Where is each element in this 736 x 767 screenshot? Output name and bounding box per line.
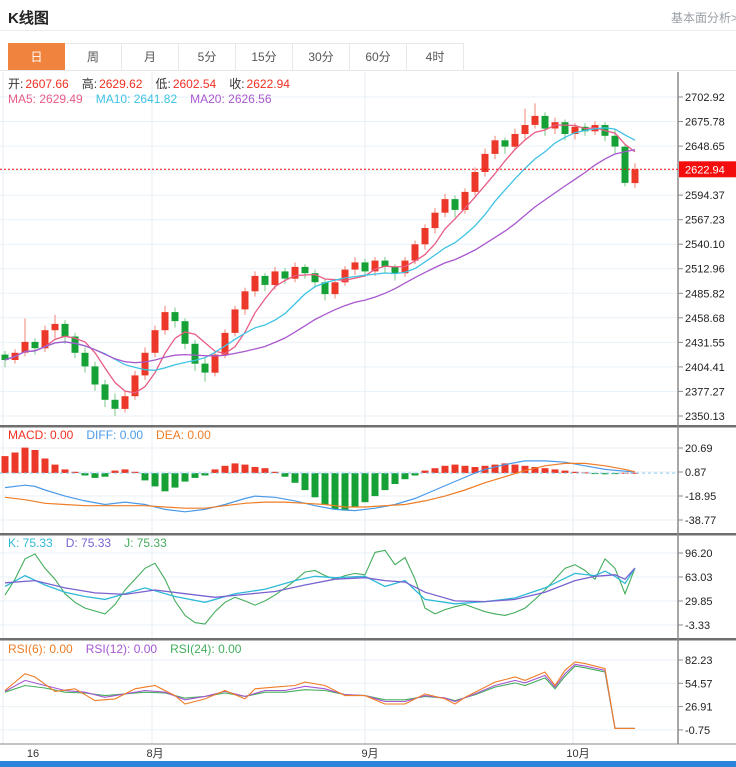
price-axis: 2702.92 2675.78 2648.65 2594.37 2567.23 2540.… <box>678 92 725 423</box>
rsi-legend: RSI(6): 0.00 RSI(12): 0.00 RSI(24): 0.00 <box>8 642 254 656</box>
svg-text:20.69: 20.69 <box>685 443 713 455</box>
svg-text:63.03: 63.03 <box>685 572 713 584</box>
legend-rsi-item: RSI(24): 0.00 <box>170 642 242 656</box>
tab-month[interactable]: 月 <box>122 43 179 71</box>
period-tabbar: 日周月 5分 15分 30分 60分 4时 <box>8 43 464 71</box>
macd-legend: MACD: 0.00 DIFF: 0.00 DEA: 0.00 <box>8 428 224 442</box>
rsi-axis: 82.23 54.57 26.91 -0.75 <box>678 655 713 737</box>
svg-text:2622.94: 2622.94 <box>685 164 725 176</box>
ohlc-label: 低: <box>155 77 171 91</box>
legend-macd-item: MACD: 0.00 <box>8 428 74 442</box>
tab-5min[interactable]: 5分 <box>179 43 236 71</box>
legend-kdj-item: K: 75.33 <box>8 536 53 550</box>
ohlc-value: 2607.66 <box>25 77 69 91</box>
kdj-k-line <box>4 567 636 605</box>
ohlc-legend: 开: 2607.66 高: 2629.62 低: 2602.54 收: 2622.94 <box>8 75 303 92</box>
macd-histogram <box>1 447 639 511</box>
svg-text:2648.65: 2648.65 <box>685 141 725 153</box>
svg-text:29.85: 29.85 <box>685 596 713 608</box>
ma10-line <box>4 127 636 371</box>
fundamental-analysis-link[interactable]: 基本面分析> <box>670 11 736 25</box>
svg-text:54.57: 54.57 <box>685 678 713 690</box>
svg-text:2485.82: 2485.82 <box>685 288 725 300</box>
page-title: K线图 <box>8 10 49 27</box>
svg-text:2594.37: 2594.37 <box>685 190 725 202</box>
legend-ma-item: MA10: 2641.82 <box>95 92 178 106</box>
svg-text:2675.78: 2675.78 <box>685 117 725 129</box>
svg-text:2404.41: 2404.41 <box>685 362 725 374</box>
panel-separators <box>0 425 736 641</box>
legend-macd-item: DIFF: 0.00 <box>86 428 144 442</box>
svg-text:-18.95: -18.95 <box>685 491 716 503</box>
macd-dea-line <box>4 462 636 509</box>
svg-text:96.20: 96.20 <box>685 548 713 560</box>
svg-text:2431.55: 2431.55 <box>685 337 725 349</box>
svg-text:82.23: 82.23 <box>685 655 713 667</box>
ma20-line <box>4 148 636 364</box>
legend-macd-item: DEA: 0.00 <box>156 428 211 442</box>
legend-ma-item: MA5: 2629.49 <box>8 92 83 106</box>
rsi6-line <box>4 661 635 729</box>
macd-diff-line <box>4 460 636 513</box>
svg-text:10月: 10月 <box>566 748 589 760</box>
svg-text:2567.23: 2567.23 <box>685 215 725 227</box>
kdj-d-line <box>4 567 636 603</box>
legend-kdj-item: D: 75.33 <box>65 536 112 550</box>
svg-text:-3.33: -3.33 <box>685 620 710 632</box>
ma5-line <box>4 124 636 394</box>
kdj-legend: K: 75.33 D: 75.33 J: 75.33 <box>8 536 180 550</box>
tab-day[interactable]: 日 <box>8 43 65 71</box>
grid-vertical <box>2 72 574 744</box>
ohlc-value: 2629.62 <box>99 77 143 91</box>
ohlc-label: 开: <box>8 77 24 91</box>
tabbar-divider <box>0 70 736 71</box>
svg-text:-38.77: -38.77 <box>685 515 716 527</box>
legend-kdj-item: J: 75.33 <box>124 536 167 550</box>
legend-ma-item: MA20: 2626.56 <box>190 92 272 106</box>
rsi24-line <box>4 665 635 729</box>
page-header: K线图 基本面分析> <box>0 0 736 31</box>
svg-text:-0.75: -0.75 <box>685 725 710 737</box>
svg-text:9月: 9月 <box>361 748 378 760</box>
svg-text:2350.13: 2350.13 <box>685 411 725 423</box>
current-price-tag: 2622.94 <box>679 161 736 178</box>
ohlc-label: 收: <box>229 77 245 91</box>
svg-text:2377.27: 2377.27 <box>685 386 725 398</box>
ma-legend: MA5: 2629.49 MA10: 2641.82 MA20: 2626.56 <box>8 92 285 106</box>
grid-horizontal <box>0 96 678 731</box>
x-axis-labels: 16 8月 9月 10月 <box>27 748 590 760</box>
candles <box>1 103 639 417</box>
svg-text:26.91: 26.91 <box>685 702 713 714</box>
ohlc-label: 高: <box>81 77 98 91</box>
svg-text:2458.68: 2458.68 <box>685 313 725 325</box>
svg-text:0.87: 0.87 <box>685 467 706 479</box>
kdj-j-line <box>4 549 636 625</box>
kdj-axis: 96.20 63.03 29.85 -3.33 <box>678 548 713 632</box>
macd-axis: 20.69 0.87 -18.95 -38.77 <box>678 443 716 527</box>
svg-text:2702.92: 2702.92 <box>685 92 725 104</box>
svg-text:8月: 8月 <box>146 748 163 760</box>
bottom-bar <box>0 761 736 767</box>
legend-rsi-item: RSI(6): 0.00 <box>8 642 73 656</box>
svg-text:2512.96: 2512.96 <box>685 264 725 276</box>
svg-text:16: 16 <box>27 748 39 760</box>
ohlc-value: 2622.94 <box>246 77 290 91</box>
ohlc-value: 2602.54 <box>172 77 217 91</box>
legend-rsi-item: RSI(12): 0.00 <box>85 642 158 656</box>
svg-text:2540.10: 2540.10 <box>685 239 725 251</box>
